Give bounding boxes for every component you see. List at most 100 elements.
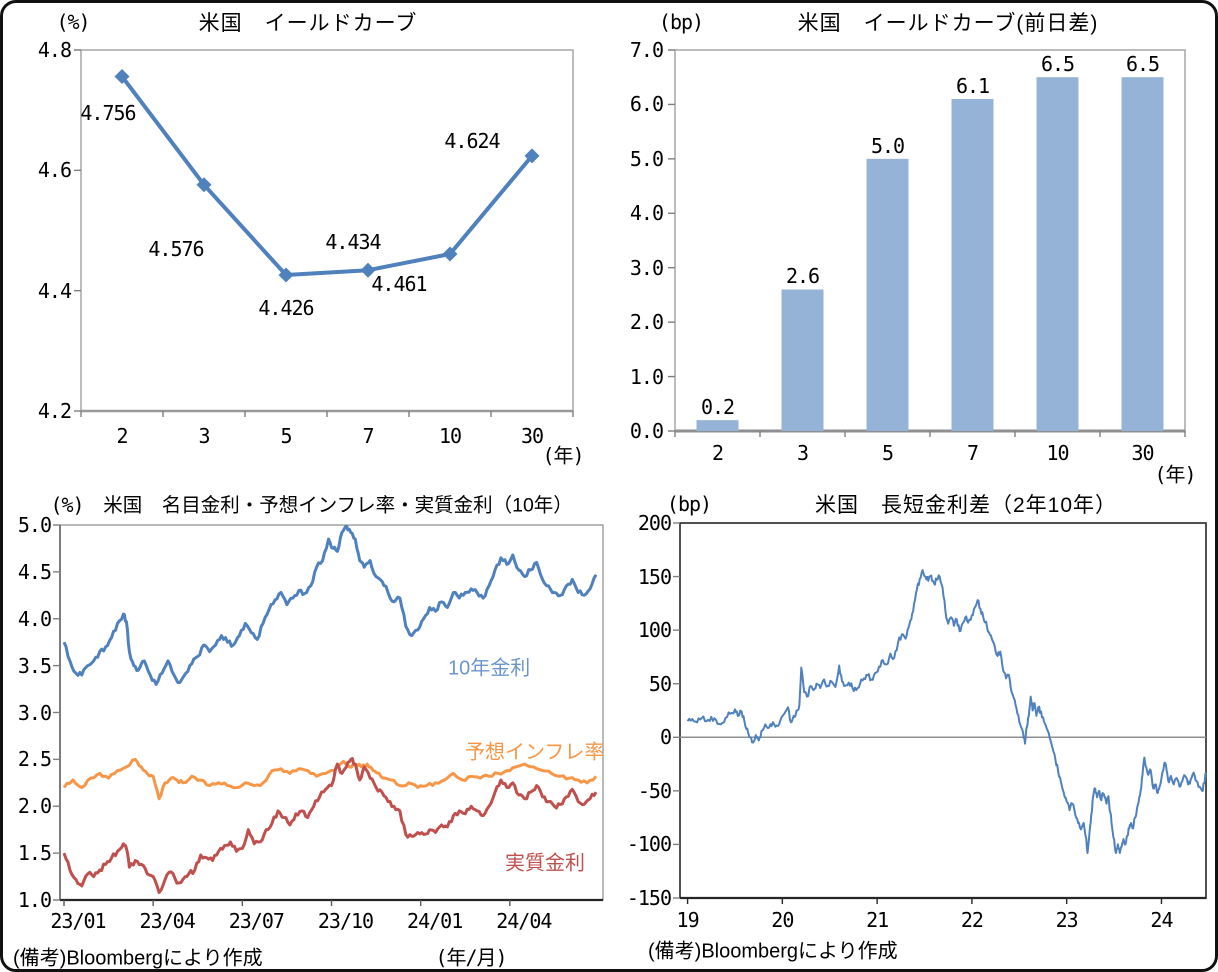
c4-y-axis-tick-label: 200	[637, 511, 672, 535]
line-series-2s10s-spread	[686, 569, 1207, 854]
c1-y-axis-tick-label: 4.4	[37, 278, 72, 303]
line-series-10y-rate	[62, 525, 598, 686]
c1-data-point-label: 4.461	[371, 271, 427, 296]
c1-x-axis-tick-label: 3	[198, 424, 210, 448]
bar-7y	[951, 98, 994, 431]
c3-x-axis-tick-label: 23/10	[317, 909, 374, 933]
marker-diamond	[360, 262, 376, 278]
c1-data-point-label: 4.624	[444, 128, 500, 153]
c2-y-axis-tick-label: 7.0	[629, 38, 664, 62]
c4-y-axis-tick-label: -100	[626, 832, 672, 857]
marker-diamond	[114, 68, 130, 84]
c1-data-point-label: 4.756	[80, 101, 136, 126]
c4-y-axis-tick-label: -50	[637, 778, 672, 803]
c3-plot-border	[59, 524, 604, 901]
c1-x-axis-tick-label: 2	[116, 424, 128, 448]
marker-diamond	[196, 177, 212, 193]
c2-bar-value-label: 2.6	[785, 264, 820, 289]
c1-x-axis-tick-label: 30	[520, 424, 544, 448]
yield-curve-line	[120, 75, 534, 277]
c2-x-axis-tick-label: 2	[711, 441, 724, 465]
c2-title: 米国 イールドカーブ(前日差)	[797, 12, 1099, 35]
c2-x-axis-tick-label: 7	[966, 441, 979, 465]
c3-x-axis-tick-label: 23/04	[139, 909, 196, 933]
c1-x-axis-tick-label: 7	[362, 424, 374, 448]
c2-y-axis-tick-label: 3.0	[629, 255, 664, 280]
c2-y-axis-tick-label: 5.0	[629, 146, 664, 171]
c2-y-axis-tick-label: 6.0	[629, 92, 664, 117]
c3-y-axis-tick-label: 4.0	[17, 606, 52, 631]
c2-y-axis-tick-label: 1.0	[629, 364, 664, 389]
c4-x-axis-tick-label: 22	[960, 908, 984, 932]
c4-y-axis-tick-label: 150	[637, 564, 672, 589]
c4-title: 米国 長短金利差（2年10年）	[814, 494, 1118, 517]
bar-3y	[781, 289, 824, 431]
c4-x-axis-tick-label: 23	[1055, 908, 1079, 932]
marker-diamond	[524, 148, 540, 164]
c4-y-axis-tick-label: 100	[637, 618, 672, 643]
c1-x-axis-tick-label: 5	[280, 424, 292, 448]
c3-series-label-real-rate: 実質金利	[505, 852, 585, 875]
c2-y-axis-tick-label: 2.0	[629, 310, 664, 335]
c4-y-axis-tick-label: -150	[626, 886, 672, 910]
c2-x-axis-tick-label: 10	[1046, 441, 1069, 465]
c1-x-axis-tick-label: 10	[438, 424, 462, 448]
c2-x-axis-tick-label: 5	[881, 441, 894, 465]
c1-y-axis-tick-label: 4.6	[37, 158, 72, 183]
c3-x-axis-tick-label: 24/04	[496, 909, 552, 933]
c4-x-axis-tick-label: 19	[676, 908, 700, 932]
c4-y-axis-tick-label: 50	[648, 671, 672, 696]
c1-data-point-label: 4.434	[325, 230, 381, 255]
c4-x-axis-tick-label: 24	[1150, 908, 1173, 932]
line-series-real-rate	[62, 757, 598, 894]
c2-y-axis-tick-label: 0.0	[629, 419, 664, 443]
bar-5y	[866, 158, 909, 431]
c4-y-axis-tick-label: 0	[659, 725, 672, 750]
c2-x-unit-label: (年)	[1154, 462, 1196, 487]
bar-30y	[1121, 77, 1164, 431]
c3-y-axis-tick-label: 3.5	[17, 653, 52, 678]
c3-y-axis-tick-label: 3.0	[17, 700, 52, 725]
c3-source-note: (備考)Bloombergにより作成	[13, 947, 263, 970]
c3-x-axis-tick-label: 24/01	[407, 909, 463, 933]
c3-y-axis-tick-label: 4.5	[17, 559, 52, 584]
c2-x-axis-tick-label: 30	[1131, 441, 1154, 465]
c2-y-axis-tick-label: 4.0	[629, 201, 664, 226]
c3-x-unit-label: (年/月)	[435, 945, 507, 970]
c2-bar-value-label: 6.1	[955, 73, 990, 98]
c1-data-point-label: 4.576	[148, 236, 204, 261]
c2-plot-border	[674, 49, 1186, 432]
c1-y-unit-label: (%)	[56, 10, 90, 34]
c4-x-axis-tick-label: 21	[866, 908, 889, 932]
c4-x-axis-tick-label: 20	[771, 908, 794, 932]
charts-canvas	[53, 49, 1207, 906]
bar-10y	[1036, 77, 1079, 431]
c3-series-label-10y-rate: 10年金利	[448, 657, 531, 680]
c3-series-label-expected-inflation: 予想インフレ率	[465, 741, 605, 764]
c2-bar-value-label: 5.0	[870, 133, 905, 158]
c3-y-unit-label: (%)	[50, 493, 84, 517]
c1-data-point-label: 4.426	[258, 296, 314, 321]
bar-2y	[696, 420, 739, 431]
c3-y-axis-tick-label: 1.0	[17, 888, 52, 912]
c2-x-axis-tick-label: 3	[796, 441, 809, 465]
c4-y-unit-label: (bp)	[666, 492, 712, 516]
c1-y-axis-tick-label: 4.2	[37, 399, 72, 423]
line-series-expected-inflation	[62, 757, 598, 801]
c2-bar-value-label: 6.5	[1040, 52, 1075, 77]
c2-bar-value-label: 6.5	[1125, 52, 1160, 77]
c4-source-note: (備考)Bloombergにより作成	[648, 940, 898, 963]
c3-y-axis-tick-label: 1.5	[17, 841, 52, 866]
c3-y-axis-tick-label: 2.5	[17, 747, 52, 772]
c3-x-axis-tick-label: 23/07	[228, 909, 285, 933]
c3-title: 米国 名目金利・予想インフレ率・実質金利（10年）	[103, 494, 573, 517]
marker-diamond	[278, 267, 294, 283]
c3-y-axis-tick-label: 2.0	[17, 794, 52, 819]
c3-x-axis-tick-label: 23/01	[50, 909, 106, 933]
c2-bar-value-label: 0.2	[700, 395, 735, 420]
c3-y-axis-tick-label: 5.0	[17, 513, 52, 537]
marker-diamond	[442, 246, 458, 262]
c2-y-unit-label: (bp)	[658, 10, 704, 34]
c1-title: 米国 イールドカーブ	[198, 12, 418, 35]
